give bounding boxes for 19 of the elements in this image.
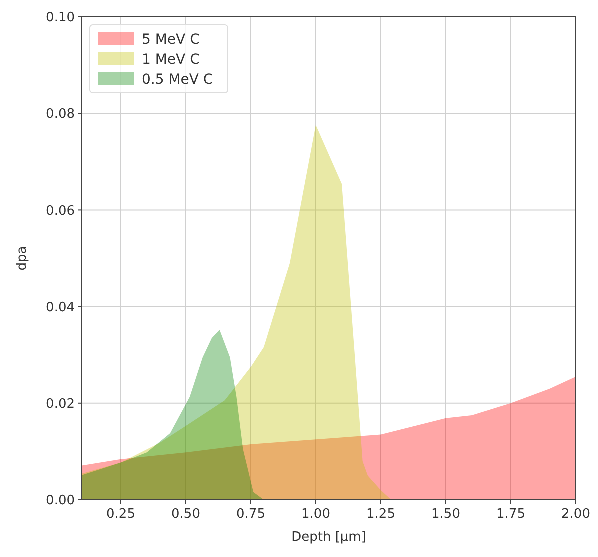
y-tick-label: 0.00 xyxy=(46,494,75,509)
x-tick-label: 1.25 xyxy=(366,507,396,522)
x-tick-label: 0.50 xyxy=(172,507,200,522)
y-axis-title: dpa xyxy=(15,246,30,271)
x-tick-label: 0.75 xyxy=(236,507,266,522)
x-axis-title: Depth [µm] xyxy=(292,530,366,545)
y-tick-label: 0.02 xyxy=(46,396,75,412)
x-tick-label: 2.00 xyxy=(562,507,590,522)
x-tick-label: 1.00 xyxy=(302,507,330,522)
x-tick-label: 1.50 xyxy=(432,507,460,522)
y-tick-label: 0.06 xyxy=(46,204,75,219)
y-tick-label: 0.04 xyxy=(46,300,75,316)
legend-label: 5 MeV C xyxy=(142,32,200,48)
legend-label: 1 MeV C xyxy=(142,52,200,68)
y-tick-label: 0.08 xyxy=(46,107,75,122)
x-tick-label: 1.75 xyxy=(496,507,526,522)
y-tick-label: 0.10 xyxy=(46,10,75,26)
legend-label: 0.5 MeV C xyxy=(142,72,214,88)
x-tick-label: 0.25 xyxy=(106,507,136,522)
